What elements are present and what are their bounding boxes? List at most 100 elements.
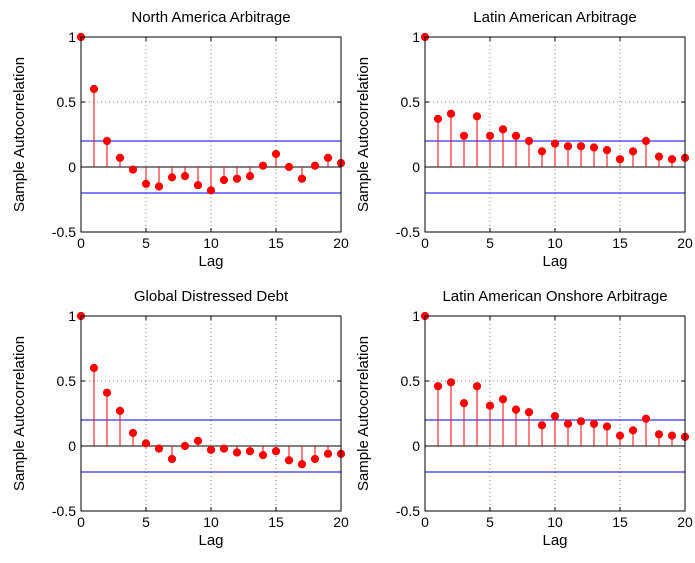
acf-marker-lag-5 <box>141 179 151 188</box>
acf-marker-lag-15 <box>615 431 625 440</box>
acf-marker-lag-15 <box>271 447 281 456</box>
chart-title: Global Distressed Debt <box>134 288 289 305</box>
acf-marker-lag-2 <box>102 136 112 146</box>
acf-marker-lag-17 <box>297 174 307 183</box>
acf-marker-lag-13 <box>589 419 599 428</box>
x-tick-label: 5 <box>486 235 494 251</box>
acf-marker-lag-12 <box>576 417 586 426</box>
y-axis-label: Sample Autocorrelation <box>355 336 372 491</box>
chart-title: North America Arbitrage <box>131 9 290 26</box>
acf-marker-lag-9 <box>193 436 203 445</box>
acf-marker-lag-15 <box>271 149 281 159</box>
x-tick-label: 20 <box>677 514 693 530</box>
y-tick-label: 1 <box>412 308 420 324</box>
acf-marker-lag-14 <box>602 146 612 155</box>
acf-marker-lag-15 <box>615 155 625 164</box>
acf-marker-lag-4 <box>472 112 482 121</box>
x-tick-label: 5 <box>142 514 150 530</box>
acf-marker-lag-18 <box>310 454 320 464</box>
x-tick-label: 15 <box>612 235 628 251</box>
acf-marker-lag-11 <box>563 419 573 428</box>
acf-marker-lag-17 <box>641 136 651 146</box>
acf-marker-lag-7 <box>167 173 177 182</box>
acf-marker-lag-11 <box>219 175 229 185</box>
acf-marker-lag-3 <box>459 399 469 408</box>
y-tick-label: 1 <box>68 308 76 324</box>
y-axis-label: Sample Autocorrelation <box>11 57 28 212</box>
x-tick-label: 10 <box>203 514 219 530</box>
x-tick-label: 0 <box>421 514 429 530</box>
y-tick-label: -0.5 <box>396 503 420 519</box>
x-tick-label: 15 <box>268 514 284 530</box>
acf-marker-lag-16 <box>628 147 638 156</box>
acf-marker-lag-9 <box>537 147 547 156</box>
x-tick-label: 20 <box>333 235 349 251</box>
x-tick-label: 15 <box>268 235 284 251</box>
acf-marker-lag-19 <box>667 155 677 164</box>
acf-marker-lag-18 <box>310 161 320 170</box>
acf-marker-lag-4 <box>128 428 138 438</box>
acf-marker-lag-1 <box>89 363 99 373</box>
y-tick-label: -0.5 <box>52 224 76 240</box>
acf-marker-lag-10 <box>206 445 216 454</box>
y-axis-label: Sample Autocorrelation <box>11 336 28 491</box>
acf-marker-lag-2 <box>446 109 456 118</box>
acf-marker-lag-5 <box>485 401 495 410</box>
acf-marker-lag-6 <box>154 182 164 191</box>
acf-marker-lag-16 <box>284 162 294 172</box>
acf-marker-lag-17 <box>641 414 651 423</box>
acf-marker-lag-10 <box>550 412 560 421</box>
x-tick-label: 15 <box>612 514 628 530</box>
x-tick-label: 0 <box>421 235 429 251</box>
acf-marker-lag-5 <box>141 439 151 448</box>
acf-marker-lag-11 <box>219 444 229 453</box>
x-tick-label: 5 <box>142 235 150 251</box>
x-tick-label: 0 <box>77 514 85 530</box>
x-axis-label: Lag <box>198 253 223 270</box>
acf-marker-lag-9 <box>537 421 547 430</box>
acf-marker-lag-3 <box>115 406 125 415</box>
acf-marker-lag-19 <box>323 449 333 458</box>
acf-marker-lag-17 <box>297 460 307 469</box>
acf-marker-lag-6 <box>154 444 164 453</box>
x-tick-label: 5 <box>486 514 494 530</box>
acf-marker-lag-12 <box>576 142 586 151</box>
acf-marker-lag-10 <box>550 139 560 148</box>
acf-marker-lag-14 <box>602 422 612 431</box>
acf-marker-lag-18 <box>654 152 664 161</box>
x-tick-label: 0 <box>77 235 85 251</box>
acf-marker-lag-7 <box>511 131 521 140</box>
acf-marker-lag-5 <box>485 131 495 140</box>
y-tick-label: 0 <box>412 438 420 454</box>
acf-marker-lag-8 <box>180 172 190 181</box>
y-tick-label: 1 <box>412 29 420 45</box>
acf-marker-lag-7 <box>511 405 521 414</box>
x-tick-label: 20 <box>333 514 349 530</box>
acf-marker-lag-4 <box>128 165 138 174</box>
x-tick-label: 10 <box>203 235 219 251</box>
acf-marker-lag-16 <box>628 426 638 435</box>
chart-title: Latin American Arbitrage <box>473 9 636 26</box>
y-tick-label: 0.5 <box>401 94 421 110</box>
acf-marker-lag-18 <box>654 430 664 439</box>
acf-marker-lag-16 <box>284 456 294 465</box>
acf-marker-lag-2 <box>102 388 112 397</box>
y-tick-label: 1 <box>68 29 76 45</box>
acf-marker-lag-11 <box>563 142 573 151</box>
y-axis-label: Sample Autocorrelation <box>355 57 372 212</box>
acf-marker-lag-1 <box>433 382 443 391</box>
x-tick-label: 10 <box>547 235 563 251</box>
acf-marker-lag-12 <box>232 174 242 183</box>
acf-marker-lag-12 <box>232 448 242 457</box>
x-tick-label: 10 <box>547 514 563 530</box>
x-axis-label: Lag <box>542 253 567 270</box>
acf-marker-lag-6 <box>498 125 508 134</box>
acf-marker-lag-3 <box>115 153 125 162</box>
x-axis-label: Lag <box>198 532 223 549</box>
plot-area <box>81 37 341 232</box>
